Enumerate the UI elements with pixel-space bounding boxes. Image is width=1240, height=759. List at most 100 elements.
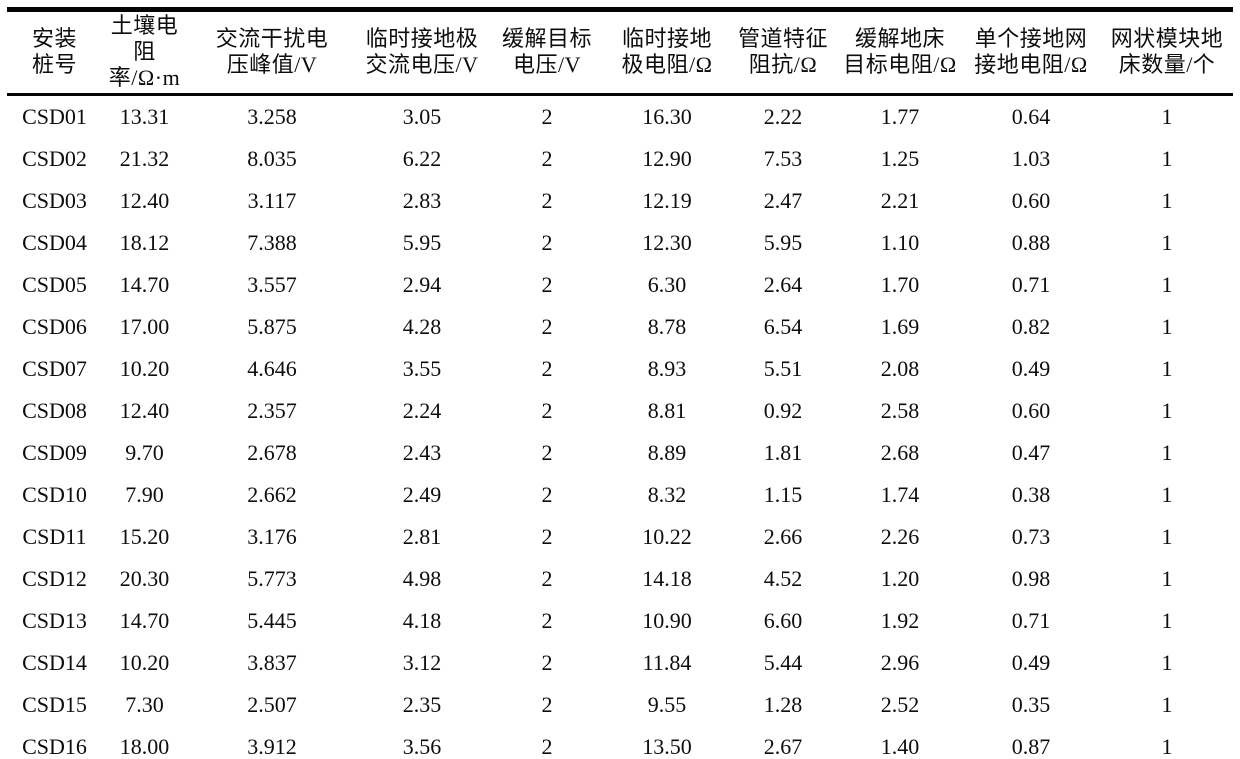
column-header-line2: 压峰值/V (226, 52, 318, 77)
column-header-line2: 阻抗/Ω (748, 52, 818, 77)
table-cell: 6.60 (763, 608, 803, 633)
table-row: CSD15 7.30 2.507 2.35 2 9.55 1.28 2.52 0.35 1 (7, 684, 1233, 726)
table-cell: 0.49 (1011, 650, 1051, 675)
table-cell: 6.54 (763, 314, 803, 339)
table-cell: 4.18 (402, 608, 442, 633)
table-cell: 2 (541, 608, 553, 633)
table-cell: 1 (1161, 440, 1173, 465)
table-cell: 2.96 (880, 650, 920, 675)
column-header-line1: 土壤电阻 (110, 13, 179, 64)
column-header-line1: 临时接地 (621, 26, 712, 51)
table-cell: 2.49 (402, 482, 442, 507)
table-cell: 0.60 (1011, 188, 1051, 213)
table-cell: 0.64 (1011, 104, 1051, 129)
pile-id-cell: CSD08 (22, 398, 87, 423)
pile-id-cell: CSD15 (22, 692, 87, 717)
table-cell: 7.90 (125, 482, 164, 507)
table-cell: 2.43 (402, 440, 442, 465)
table-cell: 0.71 (1011, 608, 1051, 633)
table-row: CSD03 12.40 3.117 2.83 2 12.19 2.47 2.21 0.60 1 (7, 180, 1233, 222)
table-cell: 1 (1161, 230, 1173, 255)
table-cell: 2 (541, 314, 553, 339)
table-cell: 2.22 (763, 104, 803, 129)
table-cell: 4.28 (402, 314, 442, 339)
table-cell: 5.773 (247, 566, 297, 591)
table-cell: 2.47 (763, 188, 803, 213)
column-header-line2: 交流电压/V (365, 52, 479, 77)
table-cell: 1 (1161, 272, 1173, 297)
table-cell: 2 (541, 482, 553, 507)
column-header-line1: 网状模块地 (1110, 26, 1224, 51)
pile-id-cell: CSD12 (22, 566, 87, 591)
table-cell: 4.52 (763, 566, 803, 591)
table-body: CSD01 13.31 3.258 3.05 2 16.30 2.22 1.77 0.64 1 CS… (7, 95, 1233, 759)
table-cell: 16.30 (642, 104, 692, 129)
table-cell: 0.38 (1011, 482, 1051, 507)
table-cell: 2.35 (402, 692, 442, 717)
table-cell: 20.30 (119, 566, 170, 591)
table-cell: 8.32 (647, 482, 687, 507)
table-cell: 3.176 (247, 524, 297, 549)
table-cell: 8.81 (647, 398, 687, 423)
table-cell: 14.70 (119, 608, 170, 633)
data-table: 安装 桩号 土壤电阻 率/Ω·m 交流干扰电 压峰值/V 临时接地极 交流电压/V 缓解目标 电压… (7, 7, 1233, 759)
table-cell: 21.32 (119, 146, 170, 171)
table-row: CSD10 7.90 2.662 2.49 2 8.32 1.15 1.74 0.38 1 (7, 474, 1233, 516)
table-cell: 2.81 (402, 524, 442, 549)
table-cell: 2.507 (247, 692, 297, 717)
table-cell: 10.22 (642, 524, 692, 549)
table-cell: 0.88 (1011, 230, 1051, 255)
table-cell: 8.89 (647, 440, 687, 465)
table-cell: 1.69 (880, 314, 920, 339)
table-cell: 7.388 (247, 230, 297, 255)
column-header: 交流干扰电 压峰值/V (187, 10, 357, 95)
column-header: 临时接地 极电阻/Ω (607, 10, 727, 95)
table-cell: 2 (541, 272, 553, 297)
table-row: CSD14 10.20 3.837 3.12 2 11.84 5.44 2.96 0.49 1 (7, 642, 1233, 684)
table-cell: 3.258 (247, 104, 297, 129)
table-cell: 1.81 (763, 440, 803, 465)
table-cell: 8.035 (247, 146, 297, 171)
pile-id-cell: CSD01 (22, 104, 87, 129)
column-header: 单个接地网 接地电阻/Ω (961, 10, 1101, 95)
table-cell: 10.20 (119, 356, 170, 381)
table-cell: 14.70 (119, 272, 170, 297)
table-cell: 2 (541, 440, 553, 465)
table-cell: 1.70 (880, 272, 920, 297)
table-row: CSD08 12.40 2.357 2.24 2 8.81 0.92 2.58 0.60 1 (7, 390, 1233, 432)
table-cell: 12.90 (642, 146, 692, 171)
table-cell: 0.35 (1011, 692, 1051, 717)
table-cell: 13.31 (119, 104, 170, 129)
table-cell: 2.21 (880, 188, 920, 213)
table-cell: 3.557 (247, 272, 297, 297)
column-header: 网状模块地 床数量/个 (1101, 10, 1233, 95)
table-row: CSD11 15.20 3.176 2.81 2 10.22 2.66 2.26 0.73 1 (7, 516, 1233, 558)
table-cell: 4.646 (247, 356, 297, 381)
table-cell: 13.50 (642, 734, 692, 759)
pile-id-cell: CSD14 (22, 650, 87, 675)
column-header-line2: 电压/V (512, 52, 581, 77)
table-cell: 2.66 (763, 524, 803, 549)
table-row: CSD06 17.00 5.875 4.28 2 8.78 6.54 1.69 0.82 1 (7, 306, 1233, 348)
table-cell: 12.19 (642, 188, 692, 213)
pile-id-cell: CSD03 (22, 188, 87, 213)
column-header-line2: 接地电阻/Ω (974, 52, 1088, 77)
table-cell: 2.64 (763, 272, 803, 297)
table-cell: 1 (1161, 692, 1173, 717)
table-cell: 2.67 (763, 734, 803, 759)
column-header-line1: 安装 (31, 26, 77, 51)
table-cell: 2.08 (880, 356, 920, 381)
table-cell: 1 (1161, 608, 1173, 633)
table-cell: 3.55 (402, 356, 442, 381)
table-cell: 2 (541, 650, 553, 675)
pile-id-cell: CSD13 (22, 608, 87, 633)
column-header-line2: 率/Ω·m (108, 65, 181, 90)
table-row: CSD02 21.32 8.035 6.22 2 12.90 7.53 1.25 1.03 1 (7, 138, 1233, 180)
table-cell: 3.56 (402, 734, 442, 759)
table-row: CSD01 13.31 3.258 3.05 2 16.30 2.22 1.77 0.64 1 (7, 95, 1233, 139)
table-cell: 1.28 (763, 692, 803, 717)
table-cell: 1.25 (880, 146, 920, 171)
pile-id-cell: CSD09 (22, 440, 87, 465)
table-cell: 0.60 (1011, 398, 1051, 423)
